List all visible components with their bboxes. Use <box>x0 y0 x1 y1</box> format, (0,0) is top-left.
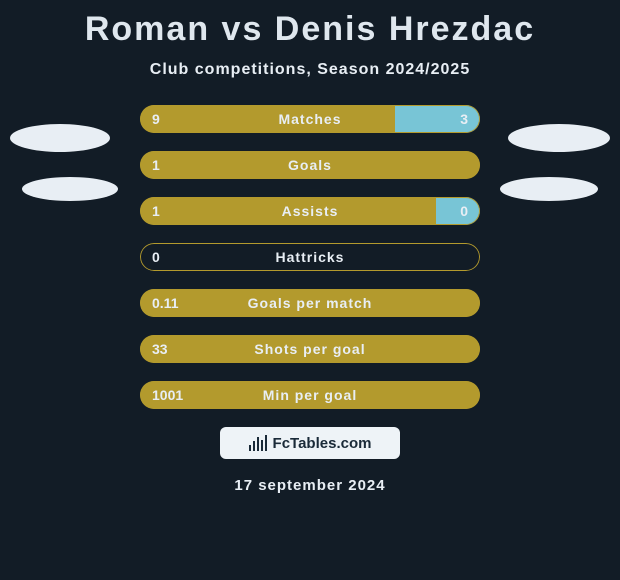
footer-date: 17 september 2024 <box>0 477 620 494</box>
stat-label: Hattricks <box>140 243 480 271</box>
stat-row: Matches9 3 <box>140 105 480 133</box>
stat-value-left: 1 <box>152 151 160 179</box>
stat-value-left: 33 <box>152 335 168 363</box>
stat-label: Min per goal <box>140 381 480 409</box>
team-oval-mid-left <box>22 177 118 201</box>
stat-value-left: 0.11 <box>152 289 178 317</box>
stat-label: Goals per match <box>140 289 480 317</box>
stat-value-left: 1001 <box>152 381 183 409</box>
stat-label: Matches <box>140 105 480 133</box>
logo-text: FcTables.com <box>273 435 372 452</box>
team-oval-top-right <box>508 124 610 152</box>
stat-label: Assists <box>140 197 480 225</box>
stat-row: Goals1 <box>140 151 480 179</box>
logo-badge: FcTables.com <box>220 427 400 459</box>
team-oval-top-left <box>10 124 110 152</box>
stat-row: Min per goal1001 <box>140 381 480 409</box>
stat-value-right: 0 <box>460 197 468 225</box>
chart-icon <box>249 435 267 451</box>
team-oval-mid-right <box>500 177 598 201</box>
stat-value-left: 1 <box>152 197 160 225</box>
stat-value-left: 0 <box>152 243 160 271</box>
stat-value-left: 9 <box>152 105 160 133</box>
comparison-card: Roman vs Denis Hrezdac Club competitions… <box>0 0 620 580</box>
stat-label: Goals <box>140 151 480 179</box>
stat-row: Hattricks0 <box>140 243 480 271</box>
stat-value-right: 3 <box>460 105 468 133</box>
stat-row: Goals per match0.11 <box>140 289 480 317</box>
stat-row: Shots per goal33 <box>140 335 480 363</box>
subtitle: Club competitions, Season 2024/2025 <box>0 61 620 79</box>
stat-row: Assists1 0 <box>140 197 480 225</box>
stat-label: Shots per goal <box>140 335 480 363</box>
stats-rows: Matches93Goals1Assists10Hattricks0Goals … <box>140 105 480 409</box>
page-title: Roman vs Denis Hrezdac <box>0 10 620 49</box>
